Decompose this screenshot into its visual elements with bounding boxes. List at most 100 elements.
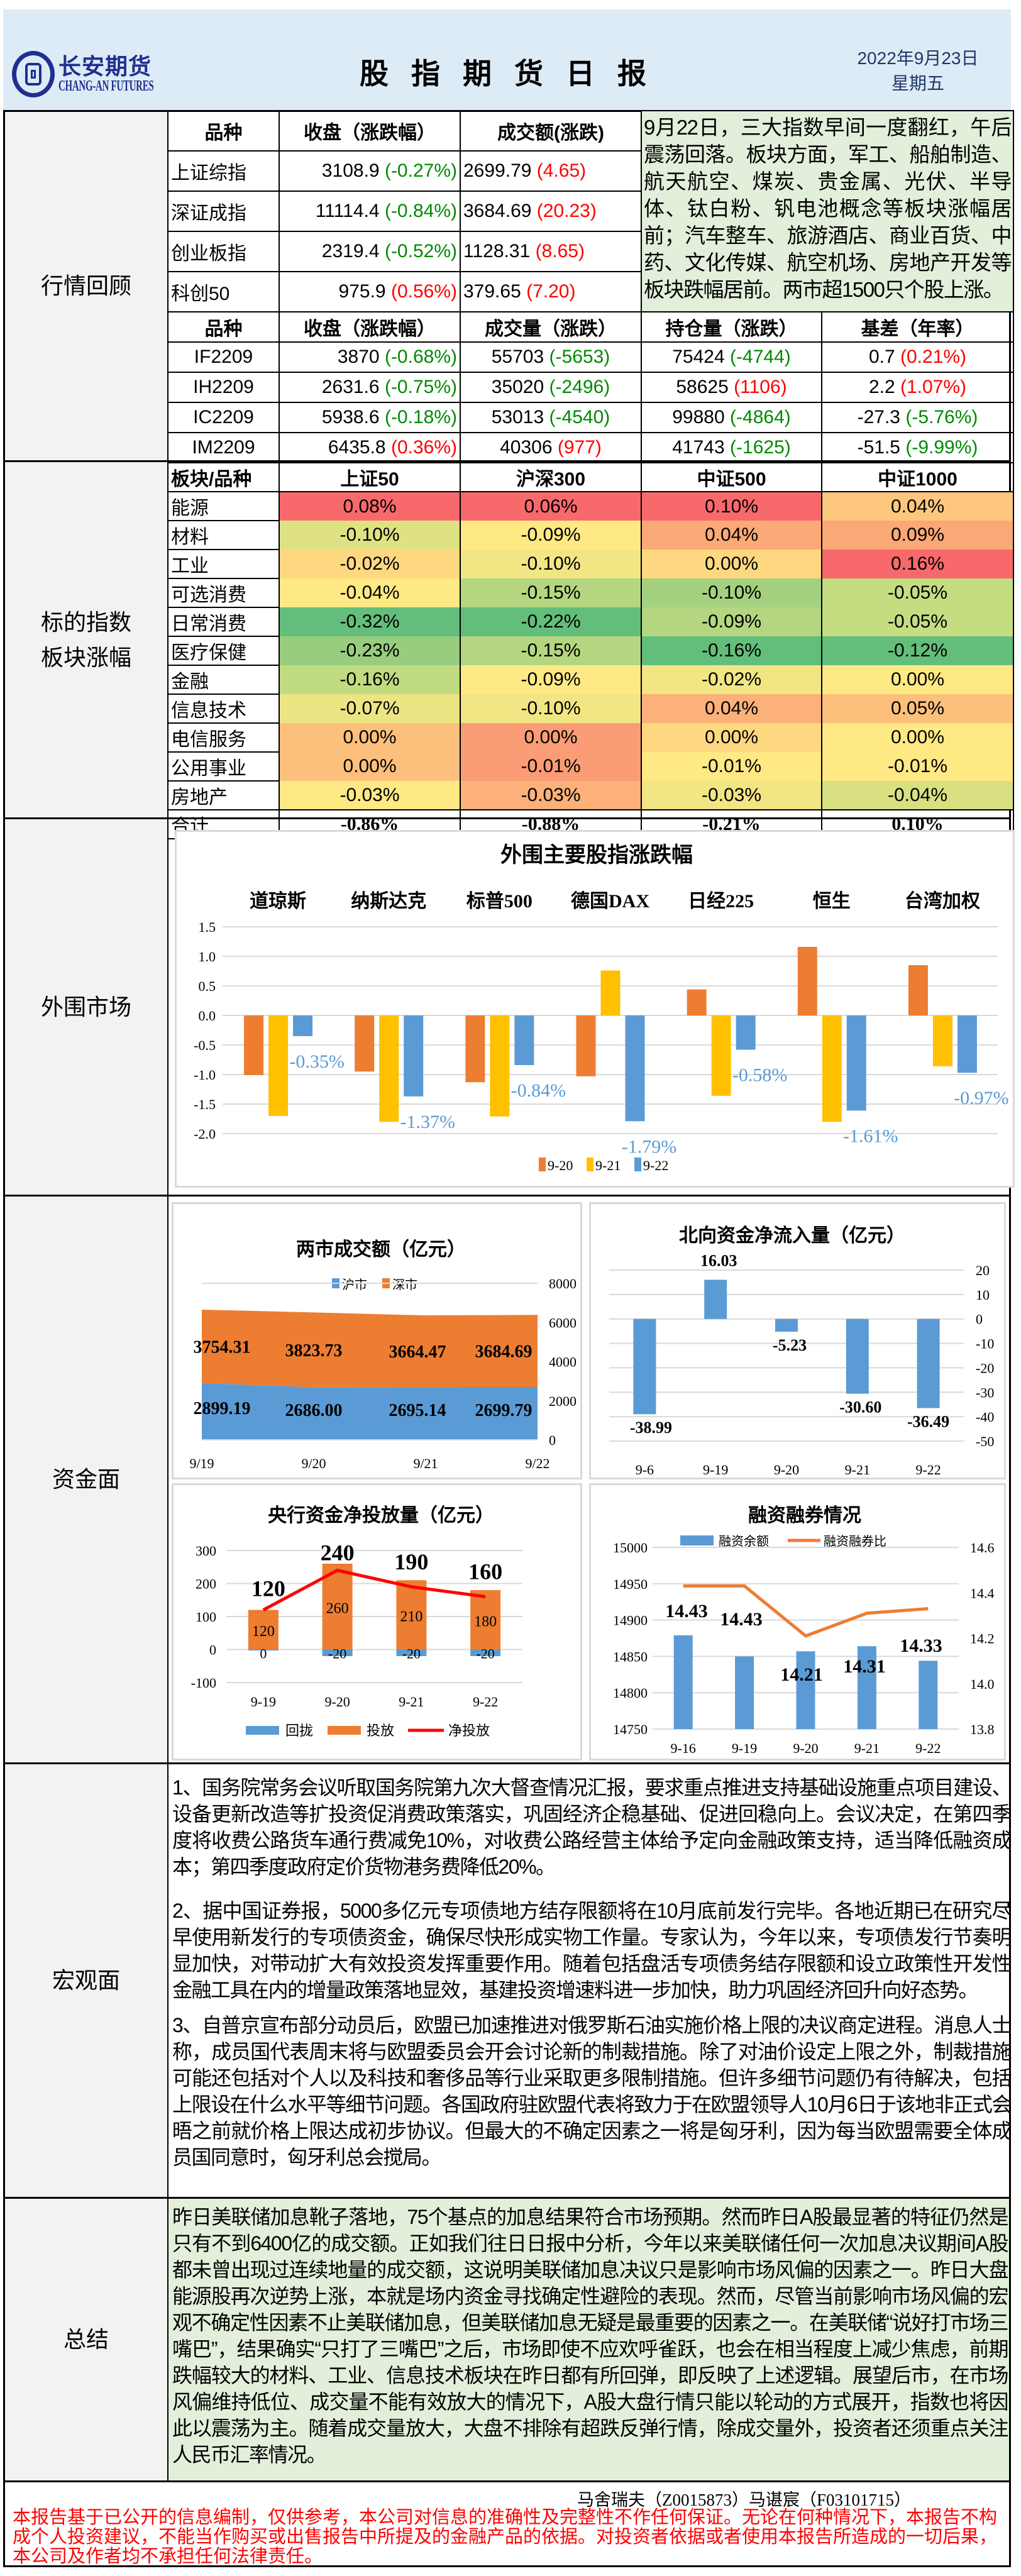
y-tick-label: 15000 <box>613 1540 648 1556</box>
y-tick-label: 20 <box>976 1263 990 1278</box>
sector-name: 信息技术 <box>167 694 280 724</box>
bar-9-20 <box>244 1015 264 1075</box>
heat-cell: -0.16% <box>279 665 461 694</box>
futures-row: IM2209 6435.8 (0.36%) 40306 (977) 41743 (-1… <box>167 432 1014 463</box>
x-tick-label: 9-16 <box>671 1740 696 1756</box>
y-tick-label: 14950 <box>613 1576 648 1592</box>
bar-融资余额 <box>857 1646 876 1729</box>
y-tick-label: 0.0 <box>199 1008 216 1024</box>
close-chg: (-0.68%) <box>384 346 457 367</box>
data-label: 2899.19 <box>194 1399 251 1418</box>
heat-cell: -0.10% <box>641 578 822 607</box>
x-tick-label: 9-6 <box>636 1462 654 1478</box>
x-tick-label: 9-20 <box>793 1740 818 1756</box>
x-tick-label: 9-21 <box>845 1462 870 1478</box>
data-label: 3823.73 <box>285 1341 343 1361</box>
section-label-macro: 宏观面 <box>5 1764 168 2197</box>
y-tick-label: 8000 <box>549 1276 577 1291</box>
amount-change: (7.20) <box>526 281 576 302</box>
y-tick-label: 10 <box>976 1287 990 1303</box>
x-tick-label: 9/22 <box>525 1456 549 1471</box>
heat-cell: 0.00% <box>460 723 642 752</box>
sector-row: 能源 0.08% 0.06% 0.10% 0.04% <box>167 491 1014 521</box>
data-label: -1.61% <box>843 1125 898 1146</box>
report-date: 2022年9月23日 <box>857 48 979 68</box>
chart-title: 外围主要股指涨跌幅 <box>500 843 693 867</box>
net-label: 120 <box>251 1576 285 1601</box>
heat-value: -0.03% <box>521 784 581 805</box>
heat-cell: -0.22% <box>460 607 642 636</box>
close-cell: 3108.9 (-0.27%) <box>279 150 461 192</box>
amount-value: 379.65 <box>463 281 521 302</box>
y-tick-label: 14750 <box>613 1722 648 1737</box>
basis-rate: (1.07%) <box>900 377 967 397</box>
category-label: 纳斯达克 <box>351 891 426 912</box>
x-tick-label: 9-22 <box>473 1694 498 1710</box>
report-weekday: 星期五 <box>891 74 944 93</box>
heat-value: -0.04% <box>887 784 948 805</box>
amount-value: 2699.79 <box>463 160 532 181</box>
macro-section: 宏观面 1、国务院常务会议听取国务院第九次大督查情况汇报，要求重点推进支持基础设… <box>3 1764 1012 2199</box>
bar-9-20 <box>576 1015 596 1076</box>
data-label: -1.37% <box>400 1112 455 1132</box>
sector-name: 房地产 <box>167 780 280 810</box>
y-tick-label: 300 <box>196 1543 216 1559</box>
data-label: 180 <box>474 1613 497 1630</box>
area-沪市 <box>202 1383 538 1440</box>
summary-text: 9月22日，三大指数早间一度翻红，午后震荡回落。板块方面，军工、船舶制造、航天航… <box>644 116 1012 301</box>
bar-9-22 <box>514 1015 534 1065</box>
contract-name: IC2209 <box>167 402 280 433</box>
market-summary-text: 9月22日，三大指数早间一度翻红，午后震荡回落。板块方面，军工、船舶制造、航天航… <box>640 110 1015 312</box>
heat-value: 0.00% <box>524 727 578 748</box>
amount-value: 1128.31 <box>463 241 531 262</box>
y-tick-label: 0.5 <box>199 978 216 994</box>
heat-value: 0.10% <box>704 495 759 517</box>
heat-cell: -0.02% <box>279 550 461 578</box>
overseas-section: 外围市场 <box>3 819 1011 1197</box>
table-header: 中证500 <box>641 462 822 492</box>
logo-english-name: CHANG-AN FUTURES <box>58 79 154 95</box>
heat-value: 0.04% <box>704 524 759 545</box>
heat-value: -0.16% <box>339 669 400 690</box>
heat-value: -0.09% <box>521 669 581 690</box>
header-label: 品种 <box>204 123 243 143</box>
heat-value: -0.03% <box>701 784 762 805</box>
area-深市 <box>202 1309 538 1388</box>
close-change: (-0.27%) <box>384 160 457 181</box>
sector-row: 信息技术 -0.07% -0.10% 0.04% 0.05% <box>167 694 1014 724</box>
heat-value: -0.05% <box>887 582 948 603</box>
vol-cell: 40306 (977) <box>460 432 642 463</box>
index-name: 科创50 <box>167 271 280 312</box>
macro-paragraph: 1、国务院常务会议听取国务院第九次大督查情况汇报，要求重点推进支持基础设施重点项… <box>172 1776 1012 1878</box>
close-change: (-0.84%) <box>384 201 457 221</box>
heat-cell: 0.00% <box>641 550 822 578</box>
heat-value: -0.09% <box>521 524 581 545</box>
vol-cell: 55703 (-5653) <box>460 341 642 373</box>
x-tick-label: 9-20 <box>774 1462 799 1478</box>
index-name: 上证综指 <box>171 163 246 184</box>
bar-回拢 <box>470 1649 501 1656</box>
heat-cell: 0.04% <box>821 492 1014 521</box>
futures-row: IC2209 5938.6 (-0.18%) 53013 (-4540) 99880 … <box>167 402 1014 433</box>
table-header: 中证1000 <box>821 462 1014 492</box>
data-label: 16.03 <box>700 1251 737 1269</box>
bar-融资余额 <box>673 1635 693 1729</box>
legend-label: 沪市 <box>342 1278 367 1292</box>
heat-value: -0.01% <box>701 756 762 777</box>
futures-row: IH2209 2631.6 (-0.75%) 35020 (-2496) 58625 … <box>167 372 1014 403</box>
sector-name: 工业 <box>167 549 280 579</box>
y-tick-label: 14850 <box>613 1649 648 1664</box>
oi-cell: 99880 (-4864) <box>641 402 822 433</box>
heat-value: 0.04% <box>890 495 945 517</box>
heat-cell: 0.10% <box>641 492 822 521</box>
vol-value: 40306 <box>500 437 553 458</box>
index-name: 上证综指 <box>167 150 280 192</box>
bar-9-21 <box>379 1015 399 1122</box>
close-cell: 2631.6 (-0.75%) <box>279 372 461 403</box>
vol-cell: 35020 (-2496) <box>460 372 642 403</box>
heat-cell: -0.09% <box>641 607 822 636</box>
y-tick-label: -0.5 <box>194 1037 216 1053</box>
heat-cell: 0.00% <box>279 752 461 781</box>
bar-回拢 <box>396 1649 427 1656</box>
oi-cell: 75424 (-4744) <box>641 341 822 373</box>
